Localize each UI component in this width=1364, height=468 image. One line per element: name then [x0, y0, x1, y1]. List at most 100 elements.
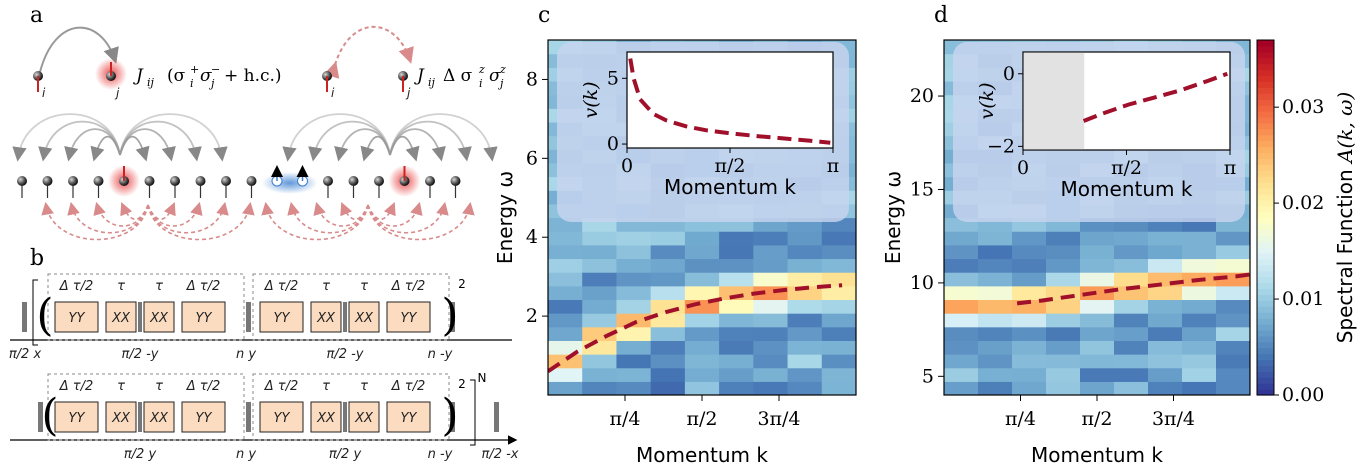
heatmap-cell [821, 354, 856, 369]
heatmap-cell [1114, 231, 1149, 246]
heatmap-cell [787, 354, 823, 369]
heatmap-cell [719, 354, 754, 369]
heatmap-cell [684, 326, 720, 341]
svg-text:+: + [190, 63, 199, 76]
pulse-bar [343, 302, 347, 332]
heatmap-cell [719, 231, 754, 246]
pulse-label: π/2 -y [122, 347, 159, 362]
colorbar-segment [1257, 193, 1274, 201]
heatmap-cell [1148, 340, 1183, 355]
heatmap-cell [787, 381, 823, 395]
heatmap-cell [821, 326, 856, 341]
heatmap-cell [548, 367, 583, 382]
heatmap-cell [1046, 381, 1081, 395]
heatmap-cell [821, 381, 856, 395]
heatmap-cell [616, 272, 652, 287]
colorbar-segment [1257, 205, 1274, 213]
colorbar-segment [1257, 253, 1274, 260]
colorbar: 0.00 0.01 0.02 0.03 Spectral Function A(k, ω… [1256, 39, 1357, 406]
pulse-label: n y [236, 347, 256, 362]
spin-site [68, 176, 78, 186]
time-label: τ [155, 379, 163, 394]
pulse-bar [450, 302, 455, 332]
sequence-group-box [252, 373, 450, 441]
heatmap-cell [1114, 244, 1149, 260]
colorbar-segment [1257, 347, 1274, 355]
heatmap-cell [1114, 285, 1149, 301]
gate-label: YY [274, 311, 291, 326]
time-label: Δ τ/2 [59, 379, 94, 394]
heatmap-cell [616, 367, 652, 382]
heatmap-cell [719, 299, 754, 314]
colorbar-segment [1257, 324, 1274, 331]
colorbar-segment [1257, 318, 1274, 325]
colorbar-segment [1257, 128, 1274, 136]
heatmap-cell [1114, 381, 1149, 395]
heatmap-cell [650, 272, 686, 287]
colorbar-segment [1257, 57, 1274, 65]
gate-block [310, 301, 342, 333]
sequence-group-box [47, 373, 245, 441]
spin-site [374, 176, 384, 186]
heatmap-cell [1114, 367, 1149, 382]
heatmap-cell [684, 231, 720, 246]
colorbar-label: Spectral Function A(k, ω) [1333, 92, 1357, 344]
heatmap-cell [1114, 272, 1149, 287]
heatmap-cell [684, 367, 720, 382]
heatmap-cell [1046, 367, 1081, 382]
gate-block [105, 301, 137, 333]
colorbar-segment [1257, 146, 1274, 154]
pulse-sequence-row-1: YY Δ τ/2 XX τ XX τ YY Δ τ/2 YY Δ τ/2 XX τ XX τ YY Δ τ/2… [9, 273, 512, 362]
heatmap-cell [616, 326, 652, 341]
heatmap-cell [1012, 340, 1047, 355]
bracket-power: 2 [458, 277, 466, 291]
gate-block [143, 301, 175, 333]
pulse-label: n -y [428, 447, 453, 462]
panel-b: b YY Δ τ/2 XX τ XX τ YY Δ τ/2 YY Δ τ/2 XX τ XX τ YY Δ τ… [9, 246, 519, 462]
axes-c: π/4 π/2 3π/4 2 4 6 8 Momentum k Energy ω [493, 68, 801, 467]
colorbar-segment [1257, 140, 1274, 148]
heatmap-cell [1046, 340, 1081, 355]
colorbar-segment [1257, 93, 1274, 100]
colorbar-segment [1257, 99, 1274, 106]
heatmap-cell [719, 326, 754, 341]
colorbar-segment [1257, 152, 1274, 159]
colorbar-segment [1257, 217, 1274, 225]
colorbar-segment [1257, 69, 1274, 77]
colorbar-segment [1257, 359, 1274, 367]
heatmap-cell [1080, 313, 1115, 328]
heatmap-cell [684, 381, 720, 395]
heatmap-cell [1148, 354, 1183, 369]
colorbar-segment [1257, 116, 1274, 124]
colorbar-tick-label: 0.01 [1282, 288, 1324, 310]
heatmap-cell [787, 340, 823, 355]
heatmap-cell [684, 244, 720, 260]
interaction-arc [67, 201, 149, 234]
heatmap-cell [582, 258, 618, 273]
heatmap-cell [753, 326, 789, 341]
zz-arrow [323, 25, 414, 79]
heatmap-cell [650, 258, 686, 273]
heatmap-cell [650, 340, 686, 355]
gate-block [386, 401, 431, 433]
gate-label: XX [354, 411, 374, 426]
heatmap-cell [978, 367, 1013, 382]
y-tick-label: 5 [922, 365, 934, 387]
spin-site [246, 176, 257, 186]
heatmap-cell [1046, 272, 1081, 287]
x-tick-label: 3π/4 [1152, 408, 1195, 430]
pulse-label: π/2 x [9, 347, 42, 362]
heatmap-cell [753, 299, 789, 314]
spin-site [42, 176, 53, 186]
pulse-bar [22, 302, 27, 332]
inset-shaded-region [1023, 52, 1085, 150]
colorbar-segment [1257, 111, 1274, 118]
gate-block [259, 301, 304, 333]
heatmap-cell [1216, 381, 1250, 395]
inset-y-label: v(k) [580, 81, 602, 118]
heatmap-cell [1216, 313, 1250, 328]
time-label: Δ τ/2 [391, 279, 426, 294]
time-label: τ [360, 279, 368, 294]
gate-block [348, 301, 380, 333]
